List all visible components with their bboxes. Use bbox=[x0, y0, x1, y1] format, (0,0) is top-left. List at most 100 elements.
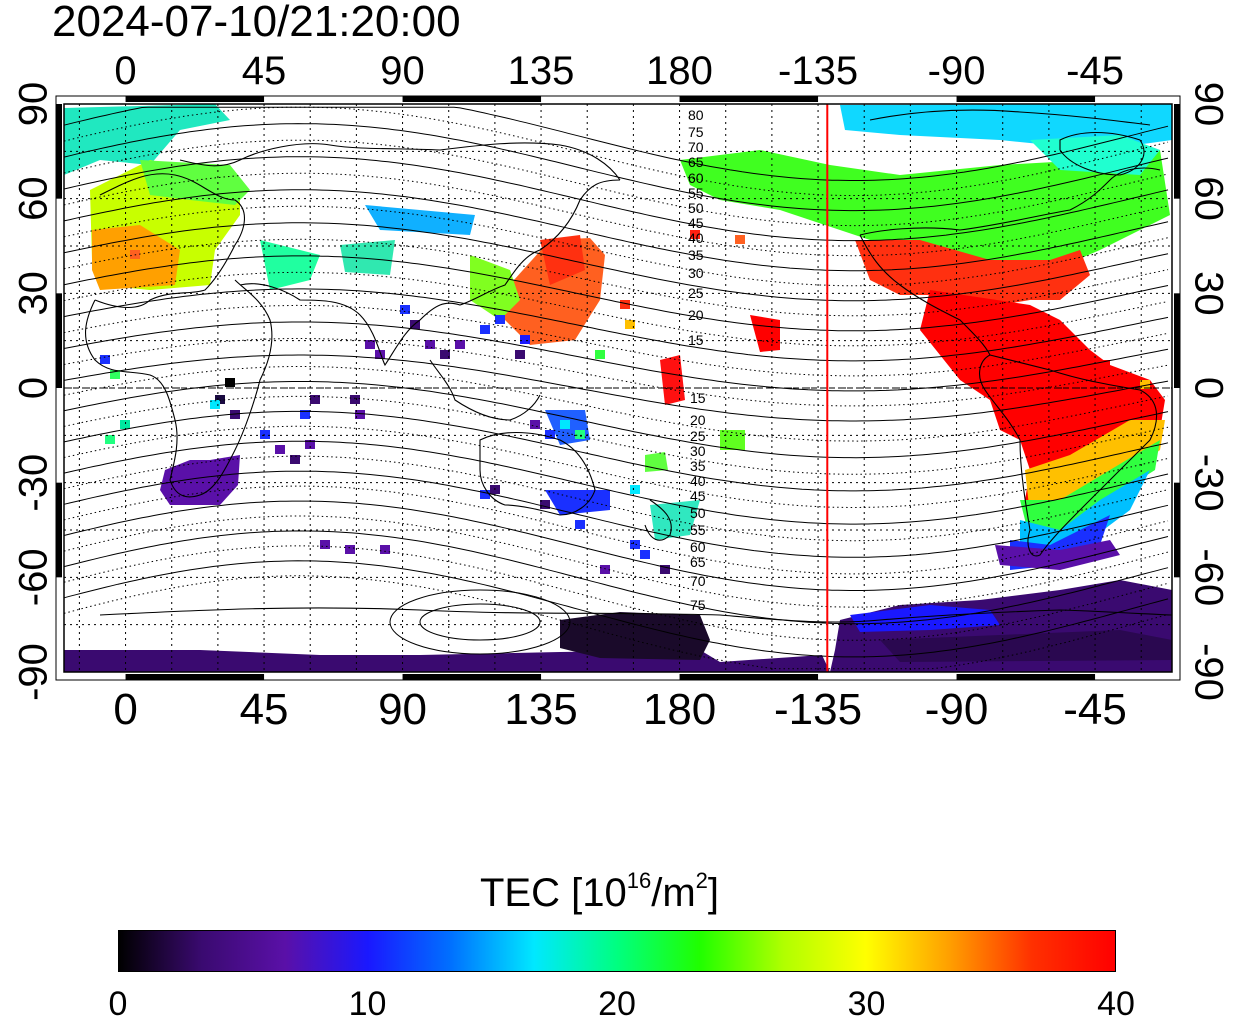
contour-label: 30 bbox=[688, 265, 704, 281]
contour-line bbox=[63, 500, 1169, 591]
frame-bar-bottom bbox=[679, 674, 819, 680]
contour-label: 50 bbox=[690, 505, 706, 521]
frame-bar-left bbox=[56, 104, 62, 199]
contour-line bbox=[63, 304, 1169, 377]
lat-tick-left: -60 bbox=[12, 548, 56, 606]
lon-tick-top: -135 bbox=[778, 49, 858, 93]
contour-label: 60 bbox=[690, 539, 706, 555]
lon-tick-top: 0 bbox=[114, 49, 136, 93]
lat-tick-right: -60 bbox=[1186, 548, 1230, 606]
tec-patch bbox=[690, 230, 700, 239]
tec-patch bbox=[375, 350, 385, 359]
contour-label: 15 bbox=[690, 390, 706, 406]
lon-tick-bottom: -45 bbox=[1063, 685, 1127, 734]
tec-patch bbox=[480, 490, 490, 499]
frame-bar-bottom bbox=[956, 674, 1096, 680]
tec-patch bbox=[575, 430, 585, 439]
contour-line bbox=[63, 288, 1169, 362]
contour-label: 45 bbox=[690, 488, 706, 504]
contour-line bbox=[63, 106, 1169, 196]
antarctic-dark-band bbox=[880, 630, 1172, 662]
tec-patch bbox=[310, 395, 320, 404]
tec-patch bbox=[545, 430, 555, 439]
frame-bar-top bbox=[402, 96, 542, 102]
lon-tick-bottom: 135 bbox=[504, 685, 577, 734]
coastline bbox=[94, 173, 245, 309]
lon-tick-bottom: 45 bbox=[240, 685, 289, 734]
lat-tick-right: 60 bbox=[1186, 176, 1230, 221]
coastlines bbox=[84, 109, 1173, 623]
tec-patch bbox=[100, 355, 110, 364]
tec-patch bbox=[600, 565, 610, 574]
coastline bbox=[859, 234, 991, 356]
colorbar-tick-label: 40 bbox=[1097, 985, 1135, 1023]
coastline bbox=[429, 359, 541, 421]
tec-patch bbox=[275, 445, 285, 454]
lat-tick-right: -90 bbox=[1186, 643, 1230, 701]
tec-patch bbox=[595, 350, 605, 359]
lat-tick-right: 90 bbox=[1186, 82, 1230, 127]
coastline bbox=[644, 499, 672, 541]
contour-line bbox=[63, 123, 1169, 212]
contour-line bbox=[63, 106, 1169, 181]
north-america-south-region bbox=[855, 240, 1090, 305]
contour-line bbox=[63, 485, 1169, 575]
contour-label: 65 bbox=[690, 554, 706, 570]
lat-tick-left: -30 bbox=[12, 454, 56, 512]
contour-label: 35 bbox=[690, 458, 706, 474]
colorbar-tick-label: 0 bbox=[108, 985, 128, 1023]
contour-ellipse bbox=[389, 589, 571, 655]
tec-patch bbox=[735, 235, 745, 244]
tec-patch bbox=[365, 340, 375, 349]
tec-patch bbox=[355, 410, 365, 419]
lon-tick-bottom: -90 bbox=[925, 685, 989, 734]
colorbar-tick-label: 30 bbox=[847, 985, 886, 1023]
lat-tick-right: 0 bbox=[1186, 377, 1230, 399]
tec-patch bbox=[425, 340, 435, 349]
tec-patch bbox=[520, 335, 530, 344]
grid-lines bbox=[64, 104, 1172, 672]
lon-tick-top: 45 bbox=[242, 49, 287, 93]
contour-labels: 8075706560555045403530252015152025303540… bbox=[688, 107, 706, 613]
timestamp: 2024-07-10/21:20:00 bbox=[52, 0, 461, 46]
tec-patch bbox=[575, 520, 585, 529]
lat-tick-left: 0 bbox=[12, 377, 56, 399]
contour-label: 75 bbox=[690, 597, 706, 613]
tec-patch bbox=[515, 350, 525, 359]
tec-patch bbox=[400, 305, 410, 314]
tec-patch bbox=[660, 565, 670, 574]
contour-line bbox=[63, 172, 1169, 257]
frame-bar-right bbox=[1174, 104, 1180, 199]
lat-tick-left: 30 bbox=[12, 271, 56, 316]
hawaii-region bbox=[750, 315, 780, 352]
tec-patch bbox=[120, 420, 130, 429]
tec-patch bbox=[300, 410, 310, 419]
tec-patch bbox=[260, 430, 270, 439]
antarctic-band bbox=[64, 650, 830, 672]
contour-label: 20 bbox=[690, 412, 706, 428]
pacific-small-green bbox=[645, 452, 668, 472]
frame-bar-top bbox=[125, 96, 265, 102]
contour-line bbox=[63, 381, 1169, 459]
greenland-region bbox=[1030, 135, 1160, 175]
lon-tick-top: -90 bbox=[928, 49, 986, 93]
contour-label: 70 bbox=[690, 573, 706, 589]
contour-line bbox=[63, 321, 1169, 392]
tec-patch bbox=[210, 400, 220, 409]
tec-patch bbox=[105, 435, 115, 444]
lon-tick-bottom: 0 bbox=[113, 685, 137, 734]
tec-patch bbox=[110, 370, 120, 379]
colorbar-title: TEC [1016/m2] bbox=[480, 868, 720, 915]
lon-tick-bottom: -135 bbox=[774, 685, 862, 734]
contour-label: 40 bbox=[688, 230, 704, 246]
frame-bar-left bbox=[56, 482, 62, 578]
contour-line bbox=[63, 156, 1169, 242]
tec-patch bbox=[560, 420, 570, 429]
tec-patch bbox=[345, 545, 355, 554]
siberia-region bbox=[365, 205, 475, 235]
lat-tick-left: -90 bbox=[12, 643, 56, 701]
contour-label: 15 bbox=[688, 332, 704, 348]
contour-label: 65 bbox=[688, 154, 704, 170]
tec-patch bbox=[625, 320, 635, 329]
contour-line bbox=[63, 366, 1169, 442]
